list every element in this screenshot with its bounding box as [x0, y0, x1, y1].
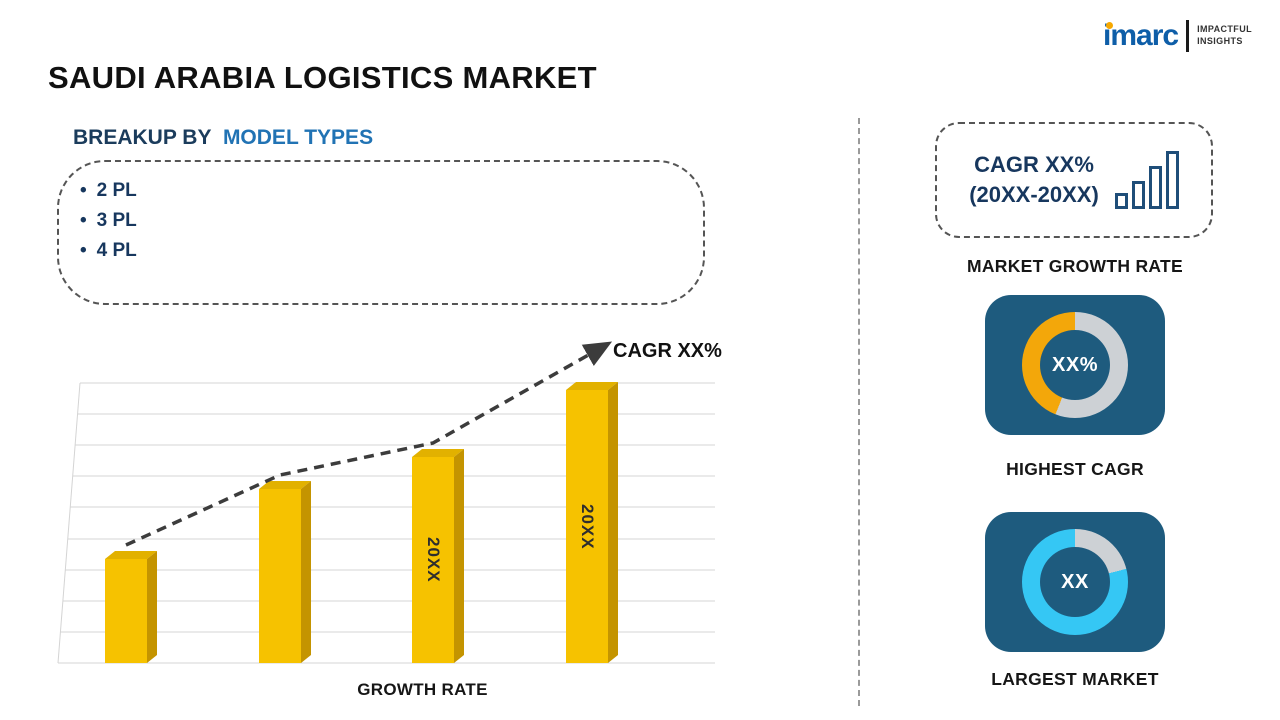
- brand-text: imarc: [1103, 19, 1179, 52]
- cagr-line2: (20XX-20XX): [969, 182, 1099, 207]
- highest-cagr-card: XX%: [985, 295, 1165, 435]
- model-type-label: 3 PL: [96, 210, 137, 231]
- donut-hole: XX%: [1040, 330, 1110, 400]
- bar-1: [105, 550, 157, 663]
- bullet-icon: •: [80, 180, 87, 201]
- highest-cagr-value: XX%: [1052, 353, 1098, 376]
- logo-tagline: IMPACTFUL INSIGHTS: [1197, 24, 1252, 47]
- tagline-line1: IMPACTFUL: [1197, 24, 1252, 35]
- bar-label: [105, 559, 147, 663]
- bullet-icon: •: [80, 210, 87, 231]
- highest-cagr-label: HIGHEST CAGR: [1006, 459, 1144, 479]
- cagr-trend-label: CAGR XX%: [613, 340, 722, 362]
- largest-market-value: XX: [1061, 570, 1089, 593]
- list-item: • 3 PL: [80, 206, 703, 236]
- cagr-box-text: CAGR XX% (20XX-20XX): [969, 150, 1099, 209]
- vertical-separator: [858, 118, 860, 706]
- bar-chart-icon: [1114, 151, 1179, 209]
- heading-prefix: BREAKUP BY: [73, 126, 212, 149]
- highest-cagr-donut-icon: XX%: [1022, 312, 1128, 418]
- bar-4: 20XX: [566, 381, 618, 663]
- page-title: SAUDI ARABIA LOGISTICS MARKET: [48, 60, 597, 95]
- heading-highlight: MODEL TYPES: [222, 126, 374, 149]
- market-growth-rate-label: MARKET GROWTH RATE: [966, 256, 1184, 276]
- list-item: • 4 PL: [80, 236, 703, 266]
- model-type-label: 2 PL: [96, 180, 137, 201]
- section-heading: BREAKUP BY MODEL TYPES: [73, 126, 373, 150]
- growth-bar-chart: 20XX 20XX: [50, 330, 730, 675]
- brand-wordmark: imarc: [1103, 19, 1179, 52]
- imarc-logo: imarc IMPACTFUL INSIGHTS: [1103, 20, 1252, 52]
- bar-label: [259, 489, 301, 663]
- model-type-label: 4 PL: [96, 240, 137, 261]
- largest-market-label: LARGEST MARKET: [991, 669, 1159, 689]
- bars-group: 20XX 20XX: [50, 330, 730, 675]
- logo-divider: [1186, 20, 1190, 52]
- cagr-box: CAGR XX% (20XX-20XX): [935, 122, 1213, 238]
- largest-market-card: XX: [985, 512, 1165, 652]
- bar-label: 20XX: [424, 537, 443, 583]
- list-item: • 2 PL: [80, 176, 703, 206]
- brand-dot-icon: [1106, 22, 1113, 29]
- bar-3: 20XX: [412, 448, 464, 663]
- cagr-line1: CAGR XX%: [974, 152, 1094, 178]
- bar-label: 20XX: [578, 503, 597, 550]
- model-types-list: • 2 PL • 3 PL • 4 PL: [80, 176, 703, 266]
- bullet-icon: •: [80, 240, 87, 261]
- model-types-box: • 2 PL • 3 PL • 4 PL: [57, 160, 705, 305]
- x-axis-label: GROWTH RATE: [357, 680, 488, 699]
- bar-2: [259, 480, 311, 663]
- largest-market-donut-icon: XX: [1022, 529, 1128, 635]
- donut-hole: XX: [1040, 547, 1110, 617]
- tagline-line2: INSIGHTS: [1197, 36, 1243, 46]
